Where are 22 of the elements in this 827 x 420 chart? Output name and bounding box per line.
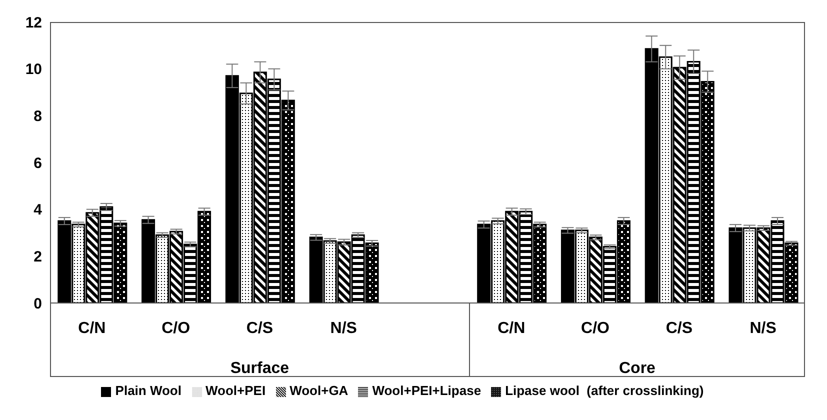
y-tick-label: 8 xyxy=(34,108,42,125)
y-tick-label: 6 xyxy=(34,154,42,172)
x-tick-label: C/N xyxy=(498,320,526,337)
legend-label: Wool+PEI xyxy=(206,383,266,398)
legend-label: Wool+GA xyxy=(290,383,348,398)
y-tick-label: 10 xyxy=(25,61,42,78)
text: Core xyxy=(618,360,656,377)
x-tick-label: C/O xyxy=(581,320,610,337)
x-tick-label: N/S xyxy=(330,320,358,337)
x-tick-label: C/O xyxy=(162,320,190,337)
x-tick-label: C/S xyxy=(246,320,274,337)
y-tick-label: 2 xyxy=(34,248,42,266)
x-tick-label: C/N xyxy=(78,320,106,337)
text: Surface xyxy=(230,360,290,377)
legend-label: Lipase wool (after crosslinking) xyxy=(505,383,704,398)
y-tick-label: 4 xyxy=(34,202,43,219)
y-tick-label: 12 xyxy=(25,14,42,32)
x-tick-label: N/S xyxy=(750,320,777,337)
legend-label: Wool+PEI+Lipase xyxy=(372,383,482,398)
y-tick-label: 0 xyxy=(34,295,42,312)
x-tick-label: C/S xyxy=(666,320,693,337)
legend-label: Plain Wool xyxy=(115,383,182,398)
